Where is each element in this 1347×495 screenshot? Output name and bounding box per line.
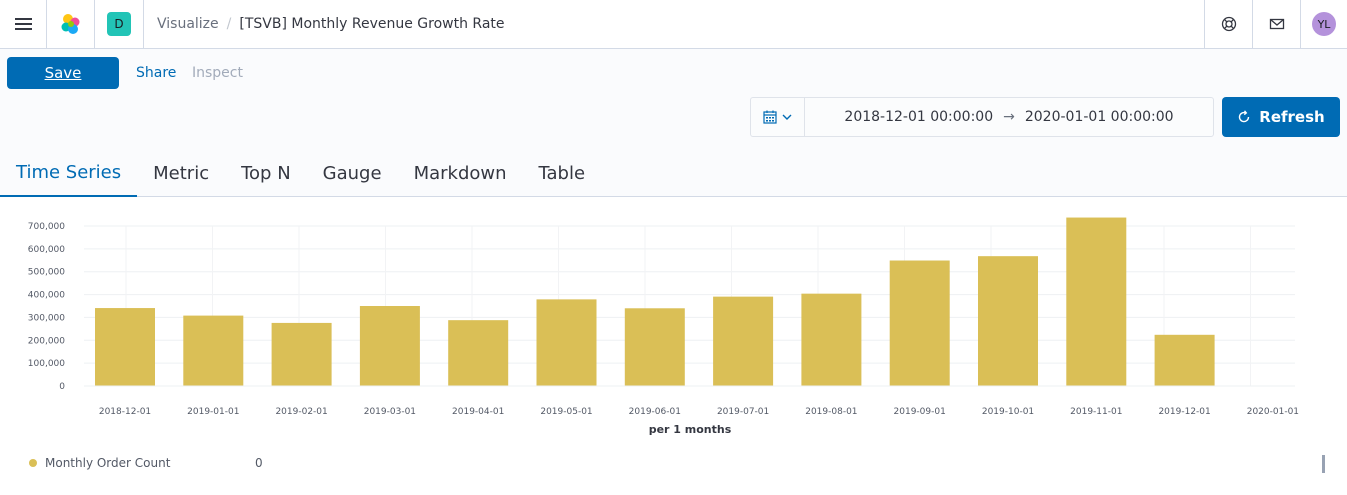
bar[interactable] [359,306,420,386]
refresh-button[interactable]: Refresh [1222,97,1340,137]
breadcrumb: Visualize / [TSVB] Monthly Revenue Growt… [157,0,505,48]
tab-markdown[interactable]: Markdown [413,162,507,184]
calendar-icon [762,110,777,124]
help-button[interactable] [1204,0,1252,48]
bar[interactable] [95,308,155,386]
resize-handle[interactable] [1322,455,1325,473]
space-selector[interactable]: D [95,0,144,48]
newsfeed-button[interactable] [1252,0,1300,48]
x-tick-label: 2018-12-01 [99,407,151,417]
x-tick-label: 2019-04-01 [452,407,504,417]
share-link[interactable]: Share [136,65,177,81]
bar[interactable] [713,296,774,386]
save-button[interactable]: Save [7,57,119,89]
y-tick-label: 500,000 [28,268,65,278]
y-tick-label: 0 [59,382,65,392]
menu-icon [14,17,32,31]
bar[interactable] [536,299,597,386]
home-link[interactable] [47,0,95,48]
x-tick-label: 2019-06-01 [629,407,681,417]
x-tick-label: 2019-02-01 [275,407,327,417]
x-tick-label: 2019-01-01 [187,407,239,417]
legend-value: 0 [255,456,263,470]
breadcrumb-separator: / [226,16,232,32]
x-tick-label: 2020-01-01 [1247,407,1299,417]
chevron-down-icon [782,114,791,120]
legend-item[interactable]: Monthly Order Count [29,456,170,470]
tab-gauge[interactable]: Gauge [322,162,382,184]
bar[interactable] [624,308,685,386]
arrow-right-icon: → [1003,109,1015,125]
bar[interactable] [271,322,332,386]
end-date[interactable]: 2020-01-01 00:00:00 [1024,109,1174,125]
bar[interactable] [1154,334,1215,386]
y-tick-label: 100,000 [28,359,65,369]
tab-table[interactable]: Table [538,162,586,184]
y-tick-label: 700,000 [28,222,65,232]
x-tick-label: 2019-11-01 [1070,407,1122,417]
tab-time-series[interactable]: Time Series [0,149,138,197]
refresh-label: Refresh [1259,108,1325,126]
mail-icon [1269,18,1284,30]
tab-metric[interactable]: Metric [153,162,210,184]
bar[interactable] [889,260,950,386]
tab-top-n[interactable]: Top N [241,162,291,184]
breadcrumb-visualize[interactable]: Visualize [157,16,219,32]
user-menu-button[interactable]: YL [1300,0,1347,48]
time-series-chart[interactable]: 0 100,000 200,000 300,000 400,000 500,000 600,… [0,198,1347,443]
space-avatar: D [107,12,131,36]
bar[interactable] [1066,217,1127,386]
x-tick-label: 2019-10-01 [982,407,1034,417]
x-tick-label: 2019-08-01 [805,407,857,417]
y-tick-label: 600,000 [28,245,65,255]
top-header: D Visualize / [TSVB] Monthly Revenue Gro… [0,0,1347,49]
visualize-toolbar: Save Share Inspect 2018-12-01 00:00:00 →… [0,49,1347,197]
x-tick-label: 2019-03-01 [364,407,416,417]
legend-color-dot [29,459,37,467]
date-range: 2018-12-01 00:00:00 → 2020-01-01 00:00:0… [805,98,1213,136]
bar[interactable] [448,320,509,386]
x-tick-label: 2019-12-01 [1158,407,1210,417]
quick-select-button[interactable] [751,98,805,136]
menu-button[interactable] [0,0,47,48]
refresh-icon [1239,110,1250,123]
y-tick-label: 300,000 [28,313,65,323]
help-icon [1221,16,1236,32]
date-picker: 2018-12-01 00:00:00 → 2020-01-01 00:00:0… [750,97,1214,137]
visualization-tabs: Time Series Metric Top N Gauge Markdown … [0,149,601,197]
elastic-logo-icon [61,14,79,34]
inspect-link[interactable]: Inspect [192,65,243,81]
x-axis-label: per 1 months [649,423,732,436]
x-tick-label: 2019-07-01 [717,407,769,417]
bar[interactable] [978,256,1038,386]
x-tick-label: 2019-05-01 [540,407,592,417]
breadcrumb-current: [TSVB] Monthly Revenue Growth Rate [239,16,505,32]
bar[interactable] [801,293,862,386]
y-tick-label: 400,000 [28,291,65,301]
x-tick-label: 2019-09-01 [894,407,946,417]
start-date[interactable]: 2018-12-01 00:00:00 [844,109,994,125]
bar[interactable] [183,315,244,386]
y-tick-label: 200,000 [28,336,65,346]
avatar: YL [1312,12,1336,36]
legend-label: Monthly Order Count [45,456,171,470]
